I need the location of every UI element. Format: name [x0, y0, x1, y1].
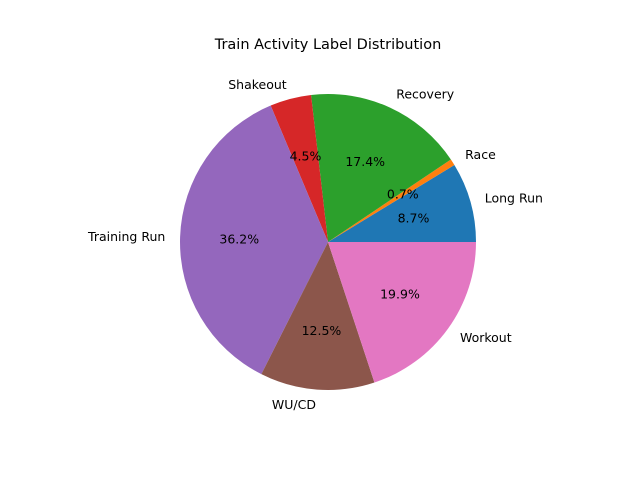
slice-percent-race: 0.7% — [387, 187, 419, 202]
pie-percent-labels: 8.7% 0.7% 17.4% 4.5% 36.2% 12.5% 19.9% — [219, 149, 429, 338]
chart-title: Train Activity Label Distribution — [214, 37, 442, 53]
slice-percent-recovery: 17.4% — [345, 154, 385, 169]
slice-label-wu-cd: WU/CD — [272, 397, 316, 412]
pie-slice-race — [328, 159, 455, 242]
slice-label-training-run: Training Run — [87, 229, 165, 244]
slice-label-shakeout: Shakeout — [228, 77, 287, 92]
slice-percent-long-run: 8.7% — [398, 211, 430, 226]
pie-slice-wu-cd — [261, 242, 375, 390]
slice-percent-training-run: 36.2% — [219, 231, 259, 246]
pie-slice-workout — [328, 242, 476, 383]
slice-percent-shakeout: 4.5% — [290, 149, 322, 164]
slice-label-recovery: Recovery — [396, 87, 455, 102]
slice-percent-wu-cd: 12.5% — [302, 323, 342, 338]
slice-percent-workout: 19.9% — [380, 287, 420, 302]
pie-slice-shakeout — [270, 94, 328, 242]
pie-wedges — [180, 93, 476, 390]
slice-label-race: Race — [465, 147, 496, 162]
pie-category-labels: Long Run Race Recovery Shakeout Training Run… — [87, 77, 543, 412]
pie-slice-recovery — [311, 93, 451, 243]
pie-slice-long-run — [328, 165, 476, 242]
slice-label-long-run: Long Run — [485, 191, 543, 206]
pie-slice-training-run — [180, 105, 328, 375]
slice-label-workout: Workout — [460, 330, 512, 345]
